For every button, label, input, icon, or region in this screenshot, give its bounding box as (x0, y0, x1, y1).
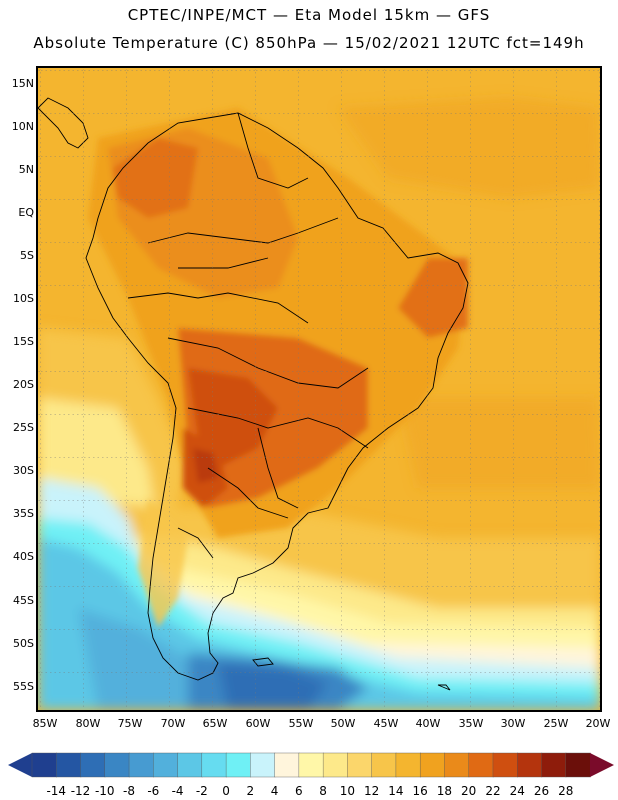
lon-label-50w: 50W (330, 717, 356, 730)
colorbar-cell (492, 752, 518, 778)
colorbar-tick-label: 8 (319, 784, 327, 798)
colorbar-tick-label: 0 (222, 784, 230, 798)
colorbar-cell (56, 752, 82, 778)
colorbar-under-arrow (8, 753, 32, 777)
colorbar-cell (128, 752, 154, 778)
colorbar-tick-label: -4 (171, 784, 184, 798)
colorbar-tick-label: 6 (295, 784, 303, 798)
colorbar-cell (250, 752, 276, 778)
colorbar-tick-label: -14 (46, 784, 67, 798)
colorbar-cell (153, 752, 179, 778)
lat-label-25s: 25S (13, 421, 34, 434)
colorbar-tick-label: -2 (195, 784, 208, 798)
lon-label-40w: 40W (415, 717, 441, 730)
lat-label-eq: EQ (18, 206, 34, 219)
colorbar-cell (201, 752, 227, 778)
lat-label-10n: 10N (11, 120, 34, 133)
colorbar-cell (298, 752, 324, 778)
colorbar-tick-label: 18 (436, 784, 453, 798)
lon-label-25w: 25W (543, 717, 569, 730)
lon-label-30w: 30W (500, 717, 526, 730)
colorbar-tick-label: 26 (533, 784, 550, 798)
colorbar-cell (104, 752, 130, 778)
colorbar-cell (468, 752, 494, 778)
colorbar-over-arrow (590, 753, 614, 777)
lon-label-20w: 20W (585, 717, 611, 730)
lat-label-5n: 5N (18, 163, 34, 176)
map-title-line1: CPTEC/INPE/MCT — Eta Model 15km — GFS (127, 6, 491, 24)
lat-label-15s: 15S (13, 335, 34, 348)
map-title-line2: Absolute Temperature (C) 850hPa — 15/02/… (33, 34, 585, 52)
colorbar-cell (177, 752, 203, 778)
temperature-map (38, 68, 600, 710)
colorbar-cell (347, 752, 373, 778)
colorbar-tick-label: 22 (485, 784, 501, 798)
colorbar-cell (371, 752, 397, 778)
lon-label-60w: 60W (245, 717, 271, 730)
lat-label-10s: 10S (13, 292, 34, 305)
lon-label-75w: 75W (117, 717, 143, 730)
colorbar-tick-label: -12 (70, 784, 91, 798)
colorbar-cell (274, 752, 300, 778)
gridlines (38, 68, 600, 710)
colorbar-cell (419, 752, 446, 778)
lon-label-65w: 65W (202, 717, 228, 730)
colorbar-tick-label: 10 (339, 784, 356, 798)
colorbar-cell (565, 752, 591, 778)
colorbar-cell (225, 752, 252, 778)
color-scale-bar (8, 752, 614, 778)
lat-label-5s: 5S (20, 249, 34, 262)
lat-label-45s: 45S (13, 594, 34, 607)
lat-label-15n: 15N (11, 77, 34, 90)
lat-label-40s: 40S (13, 550, 34, 563)
colorbar-tick-label: 14 (388, 784, 404, 798)
colorbar-cell (322, 752, 349, 778)
lon-label-85w: 85W (32, 717, 58, 730)
colorbar-tick-label: -10 (94, 784, 115, 798)
map-area[interactable] (36, 66, 602, 712)
colorbar-tick-label: -8 (123, 784, 136, 798)
lat-label-30s: 30S (13, 464, 34, 477)
colorbar-cell (541, 752, 567, 778)
lon-label-45w: 45W (373, 717, 399, 730)
colorbar-tick-label: 24 (509, 784, 525, 798)
lat-label-55s: 55S (13, 680, 34, 693)
lat-label-20s: 20S (13, 378, 34, 391)
lon-label-55w: 55W (288, 717, 314, 730)
colorbar-tick-label: 20 (461, 784, 477, 798)
colorbar-cell (395, 752, 421, 778)
colorbar-cell (517, 752, 543, 778)
lon-label-35w: 35W (458, 717, 484, 730)
colorbar-tick-label: 12 (364, 784, 380, 798)
lon-label-70w: 70W (160, 717, 186, 730)
lat-label-50s: 50S (13, 637, 34, 650)
colorbar-tick-label: 16 (412, 784, 428, 798)
lon-label-80w: 80W (75, 717, 101, 730)
colorbar-tick-label: -6 (147, 784, 160, 798)
colorbar-cell (80, 752, 106, 778)
colorbar-tick-label: 2 (246, 784, 255, 798)
lat-label-35s: 35S (13, 507, 34, 520)
colorbar-tick-label: 4 (270, 784, 279, 798)
colorbar-cell (31, 752, 57, 778)
colorbar-cell (444, 752, 470, 778)
colorbar-tick-label: 28 (558, 784, 574, 798)
